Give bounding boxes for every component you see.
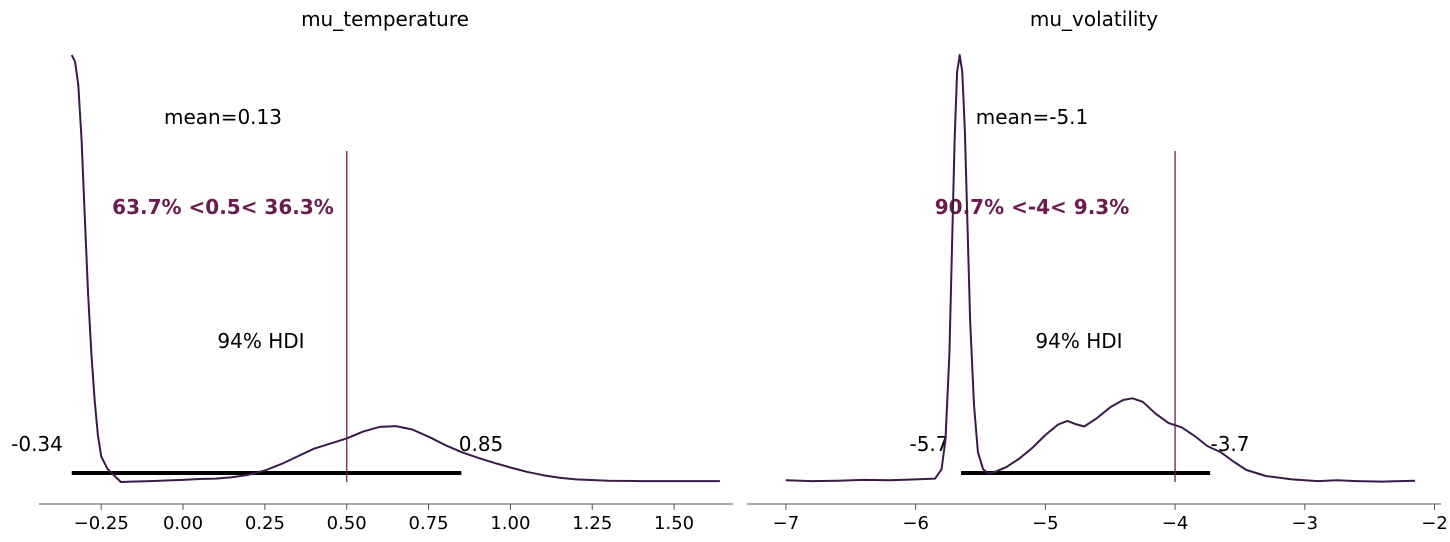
hdi-low-label: -5.7 (909, 432, 948, 456)
x-tick-label: 1.50 (654, 513, 694, 534)
x-tick-label: −7 (773, 513, 800, 534)
x-tick-label: 0.00 (163, 513, 203, 534)
reference-percentage-label: 90.7% <-4< 9.3% (935, 195, 1130, 219)
mean-label: mean=-5.1 (976, 105, 1089, 129)
panel-title: mu_volatility (1030, 7, 1158, 31)
x-tick-label: 1.25 (572, 513, 612, 534)
panel-mu-temperature: mu_temperature mean=0.13 63.7% <0.5< 36.… (11, 7, 733, 534)
plot-area: −7 −6 −5 −4 −3 −2 (747, 54, 1448, 534)
x-tick-label: 0.25 (245, 513, 285, 534)
x-tick-label: −5 (1032, 513, 1059, 534)
hdi-label: 94% HDI (217, 329, 304, 353)
density-line (70, 54, 720, 483)
panel-mu-volatility: mu_volatility mean=-5.1 90.7% <-4< 9.3% … (747, 7, 1448, 534)
x-tick-label: −4 (1162, 513, 1189, 534)
x-tick-label: −6 (902, 513, 929, 534)
x-tick-label: −2 (1421, 513, 1448, 534)
density-line (785, 54, 1416, 483)
x-tick-label: −0.25 (74, 513, 129, 534)
hdi-label: 94% HDI (1035, 329, 1122, 353)
x-tick-label: 0.50 (327, 513, 367, 534)
x-tick-label: 0.75 (409, 513, 449, 534)
hdi-low-label: -0.34 (11, 432, 63, 456)
mean-label: mean=0.13 (164, 105, 282, 129)
panel-title: mu_temperature (301, 7, 469, 31)
plot-area: −0.25 0.00 0.25 0.50 0.75 1.00 1.25 1.50 (39, 54, 733, 534)
reference-percentage-label: 63.7% <0.5< 36.3% (112, 195, 334, 219)
x-tick-label: 1.00 (490, 513, 530, 534)
x-tick-label: −3 (1292, 513, 1319, 534)
hdi-high-label: -3.7 (1210, 432, 1249, 456)
hdi-high-label: 0.85 (459, 432, 504, 456)
